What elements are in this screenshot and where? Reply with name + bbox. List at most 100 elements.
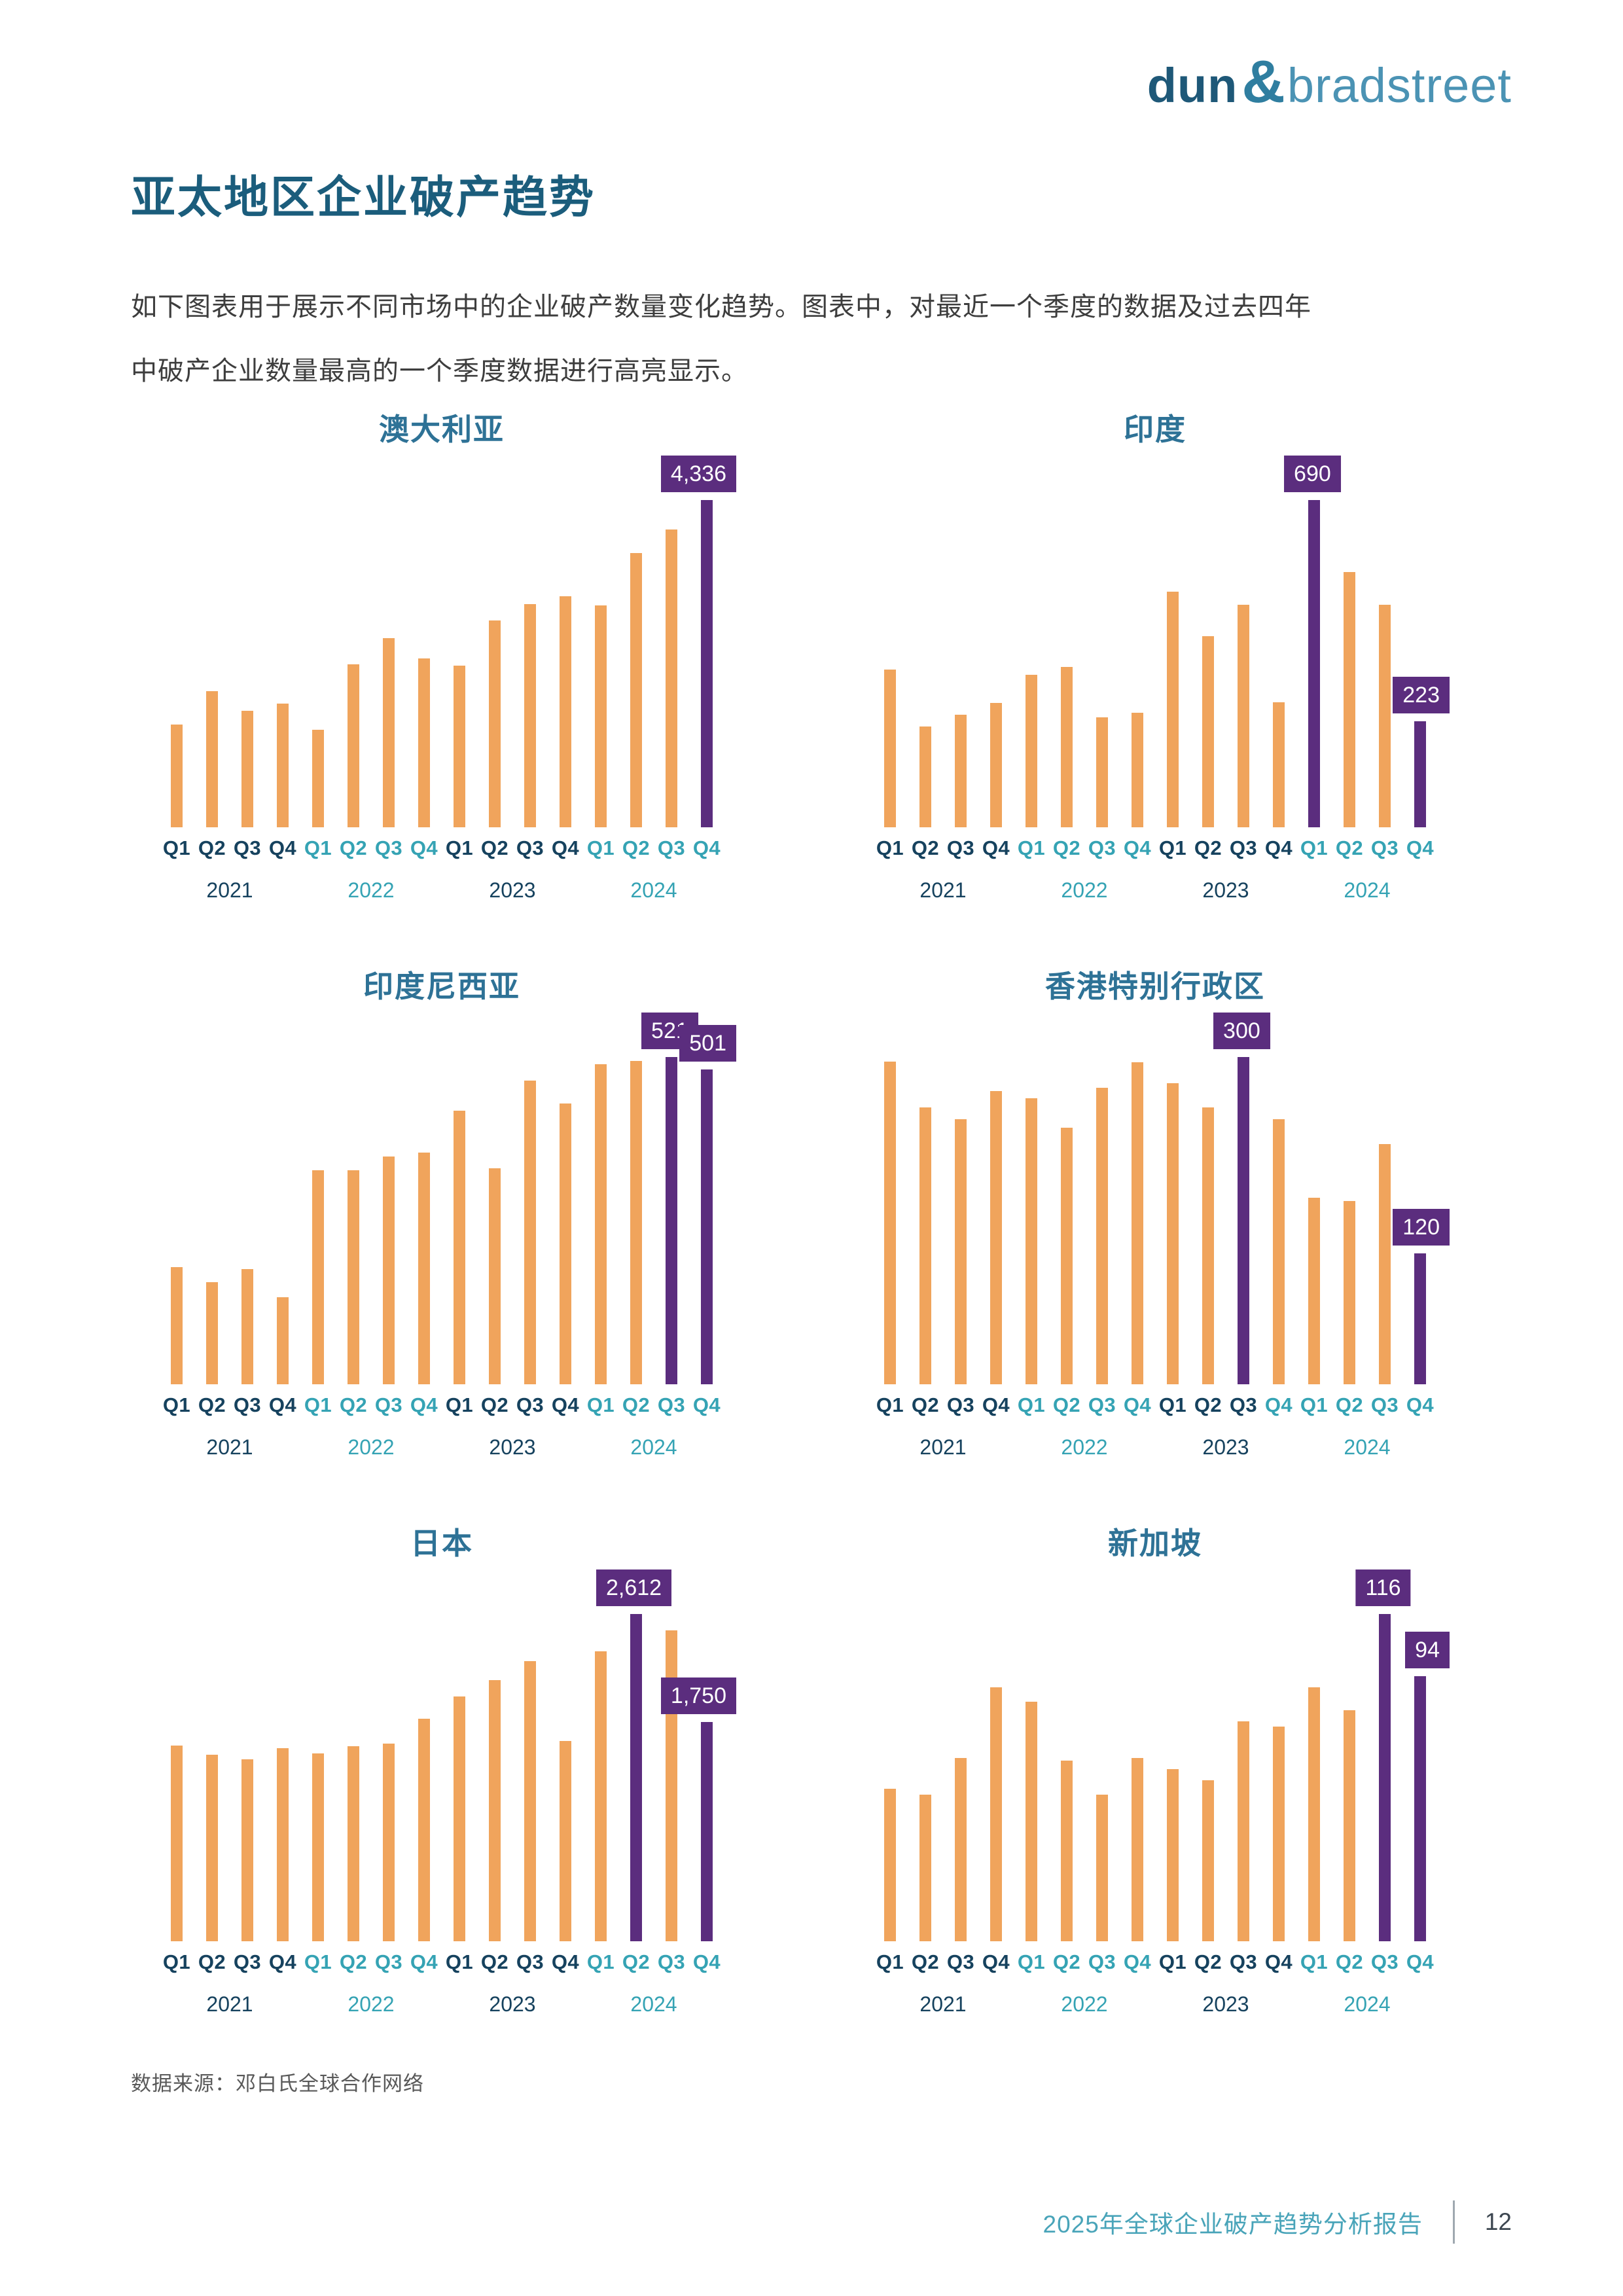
bar-2021-Q1 <box>171 725 183 827</box>
footer-divider <box>1452 2200 1455 2244</box>
bar-2024-Q2 <box>630 553 642 827</box>
x-label: Q4 <box>268 1950 297 1973</box>
x-label: Q4 <box>982 1950 1010 1973</box>
x-label: Q3 <box>233 836 262 859</box>
year-label: 2023 <box>489 878 536 902</box>
x-label: Q2 <box>1335 1950 1364 1973</box>
x-label: Q3 <box>516 836 544 859</box>
x-label: Q2 <box>198 1393 226 1416</box>
year-label: 2024 <box>1344 878 1391 902</box>
bar-2023-Q2 <box>489 1168 501 1384</box>
x-label: Q4 <box>1406 1950 1435 1973</box>
x-axis-labels: Q1 Q2 Q3 Q4 Q1 Q2 Q3 Q4 Q1 Q2 Q3 Q4 Q1 Q2 Q3 Q4 <box>159 1393 724 1417</box>
x-label: Q2 <box>198 836 226 859</box>
x-label: Q3 <box>516 1393 544 1416</box>
x-label: Q1 <box>876 1950 904 1973</box>
bar-2023-Q2 <box>489 1680 501 1941</box>
bar-2021-Q3 <box>241 1759 253 1941</box>
chart-plot: 300 120 <box>872 1013 1450 1384</box>
x-axis-labels: Q1 Q2 Q3 Q4 Q1 Q2 Q3 Q4 Q1 Q2 Q3 Q4 Q1 Q2 Q3 Q4 <box>159 836 724 860</box>
x-label: Q4 <box>1406 836 1435 859</box>
x-label: Q4 <box>1264 1393 1293 1416</box>
x-label: Q1 <box>586 836 615 859</box>
chart-title: 印度 <box>1124 412 1186 446</box>
bar-2024-Q3 <box>1379 1144 1391 1384</box>
bar-2021-Q3 <box>955 1119 967 1384</box>
value-label: 223 <box>1393 677 1450 713</box>
year-label: 2024 <box>630 1435 677 1459</box>
x-label: Q2 <box>339 836 368 859</box>
bar-2023-Q3 <box>1238 1057 1249 1384</box>
year-label: 2024 <box>630 878 677 902</box>
dun-bradstreet-logo: dun & bradstreet <box>1147 52 1512 113</box>
year-label: 2021 <box>919 1435 967 1459</box>
year-label: 2023 <box>1202 1435 1249 1459</box>
x-label: Q1 <box>1017 836 1046 859</box>
bar-2021-Q2 <box>206 1755 218 1941</box>
bar-2024-Q3 <box>1379 605 1391 827</box>
bar-2022-Q4 <box>1132 713 1143 827</box>
bar-2022-Q4 <box>1132 1758 1143 1941</box>
x-label: Q4 <box>551 1950 580 1973</box>
bar-2023-Q3 <box>524 1081 536 1384</box>
bar-2022-Q2 <box>348 1170 359 1384</box>
bar-2024-Q4 <box>701 1069 713 1384</box>
year-label: 2024 <box>1344 1992 1391 2016</box>
x-label: Q3 <box>1229 836 1258 859</box>
year-label: 2022 <box>1061 1435 1108 1459</box>
bar-2022-Q2 <box>1061 1128 1073 1384</box>
bar-2024-Q2 <box>1344 1710 1355 1941</box>
bar-2024-Q3 <box>666 529 677 827</box>
bar-2024-Q2 <box>630 1061 642 1384</box>
bar-2022-Q3 <box>1096 717 1108 827</box>
x-label: Q3 <box>946 1393 975 1416</box>
x-label: Q2 <box>1194 1393 1222 1416</box>
bar-2021-Q1 <box>884 1789 896 1941</box>
year-label: 2024 <box>630 1992 677 2016</box>
x-label: Q3 <box>1370 1950 1399 1973</box>
value-label: 94 <box>1405 1632 1450 1668</box>
chart-title: 新加坡 <box>1108 1526 1202 1560</box>
chart-1: 澳大利亚 4,336 Q1 Q2 Q3 Q4 Q1 Q2 Q3 Q4 Q1 Q2 Q3 Q4 Q1 Q2 Q3 Q… <box>131 406 753 903</box>
logo-dun: dun <box>1147 58 1238 113</box>
bar-2021-Q3 <box>241 1269 253 1384</box>
x-axis-labels: Q1 Q2 Q3 Q4 Q1 Q2 Q3 Q4 Q1 Q2 Q3 Q4 Q1 Q2 Q3 Q4 <box>159 1950 724 1974</box>
bar-2022-Q4 <box>418 1719 430 1941</box>
x-label: Q2 <box>339 1393 368 1416</box>
bar-2022-Q1 <box>312 1753 324 1941</box>
bar-2023-Q4 <box>560 596 571 827</box>
x-label: Q3 <box>1229 1393 1258 1416</box>
intro-paragraph: 如下图表用于展示不同市场中的企业破产数量变化趋势。图表中，对最近一个季度的数据及… <box>131 285 1518 414</box>
bar-2021-Q4 <box>990 703 1002 827</box>
bar-2023-Q4 <box>1273 1119 1285 1384</box>
intro-line-2: 中破产企业数量最高的一个季度数据进行高亮显示。 <box>131 357 748 386</box>
bar-2022-Q2 <box>1061 1761 1073 1941</box>
x-label: Q4 <box>982 1393 1010 1416</box>
bar-2024-Q1 <box>1308 1198 1320 1384</box>
logo-bradstreet: bradstreet <box>1287 58 1512 113</box>
x-label: Q3 <box>946 1950 975 1973</box>
x-label: Q1 <box>1300 836 1329 859</box>
bar-2023-Q2 <box>1202 636 1214 827</box>
chart-plot: 521 501 <box>159 1013 736 1384</box>
bar-2021-Q1 <box>171 1267 183 1384</box>
bar-2023-Q1 <box>454 1111 465 1384</box>
x-label: Q2 <box>480 836 509 859</box>
x-label: Q2 <box>622 1950 651 1973</box>
x-label: Q1 <box>876 836 904 859</box>
x-label: Q2 <box>622 1393 651 1416</box>
bar-2023-Q4 <box>1273 1727 1285 1941</box>
bar-2024-Q1 <box>1308 1687 1320 1941</box>
x-label: Q2 <box>1335 836 1364 859</box>
x-label: Q4 <box>692 1393 721 1416</box>
x-label: Q1 <box>162 1950 191 1973</box>
year-labels: 2021 2022 2023 2024 <box>159 1435 724 1460</box>
chart-plot: 2,612 1,750 <box>159 1570 736 1941</box>
bar-2022-Q2 <box>348 1746 359 1941</box>
bar-2023-Q1 <box>1167 1083 1179 1384</box>
bar-2021-Q2 <box>206 691 218 827</box>
x-label: Q3 <box>233 1950 262 1973</box>
x-label: Q4 <box>692 836 721 859</box>
bar-2022-Q4 <box>418 1153 430 1384</box>
page-footer: 2025年全球企业破产趋势分析报告 12 <box>1043 2200 1512 2244</box>
